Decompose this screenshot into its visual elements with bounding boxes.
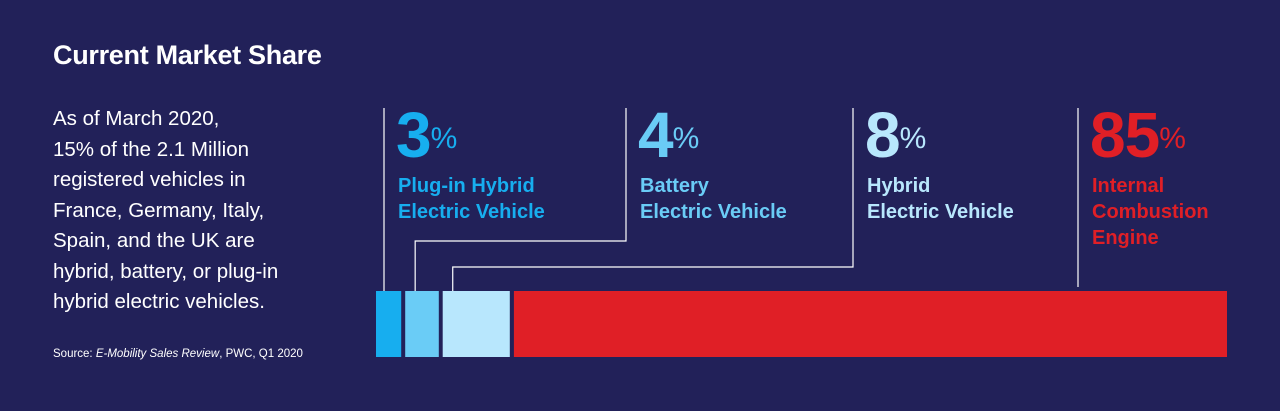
- bar-segment: [405, 291, 439, 357]
- segment-category-label: Hybrid Electric Vehicle: [867, 173, 1014, 225]
- description-line: Spain, and the UK are: [53, 229, 255, 252]
- segment-value: 3: [396, 99, 432, 171]
- segment-category-line: Electric Vehicle: [398, 201, 545, 223]
- source-title: E-Mobility Sales Review: [95, 348, 220, 360]
- segment-value-label: 85%: [1090, 102, 1186, 168]
- description-line: As of March 2020,: [53, 107, 220, 130]
- percent-sign: %: [430, 122, 458, 155]
- segment-category-line: Internal: [1092, 175, 1165, 197]
- percent-sign: %: [899, 122, 927, 155]
- description-line: hybrid electric vehicles.: [53, 290, 265, 313]
- segment-category-label: Battery Electric Vehicle: [640, 173, 787, 225]
- segment-value-label: 3%: [396, 102, 457, 168]
- segment-category-line: Plug-in Hybrid: [398, 175, 535, 197]
- segment-category-line: Electric Vehicle: [867, 201, 1014, 223]
- description-line: France, Germany, Italy,: [53, 198, 265, 222]
- segment-category-line: Engine: [1092, 227, 1159, 249]
- segment-category-label: Plug-in Hybrid Electric Vehicle: [398, 173, 545, 225]
- connector-line: [414, 108, 627, 291]
- segment-category-label: Internal Combustion Engine: [1092, 173, 1209, 251]
- connector-line: [452, 108, 854, 291]
- segment-category-line: Combustion: [1092, 201, 1209, 223]
- bar-segment: [442, 291, 510, 357]
- percent-sign: %: [1159, 122, 1186, 155]
- segment-category-line: Electric Vehicle: [640, 201, 787, 223]
- page-title: Current Market Share: [53, 40, 322, 70]
- segment-value: 8: [865, 99, 901, 171]
- segment-category-line: Battery: [640, 175, 709, 197]
- bar-segment: [376, 291, 402, 357]
- description-line: registered vehicles in: [53, 168, 246, 191]
- segment-value: 4: [638, 99, 674, 171]
- percent-sign: %: [672, 122, 700, 155]
- description-line: hybrid, battery, or plug-in: [53, 259, 279, 283]
- segment-category-line: Hybrid: [867, 175, 931, 197]
- segment-value-label: 4%: [638, 102, 699, 168]
- description-line: 15% of the 2.1 Million: [53, 137, 250, 161]
- description: As of March 2020, 15% of the 2.1 Million…: [53, 104, 353, 318]
- source-note: Source: E-Mobility Sales Review, PWC, Q1…: [53, 348, 303, 360]
- segment-value-label: 8%: [865, 102, 926, 168]
- bar-segment: [513, 291, 1227, 357]
- segment-value: 85: [1090, 99, 1160, 171]
